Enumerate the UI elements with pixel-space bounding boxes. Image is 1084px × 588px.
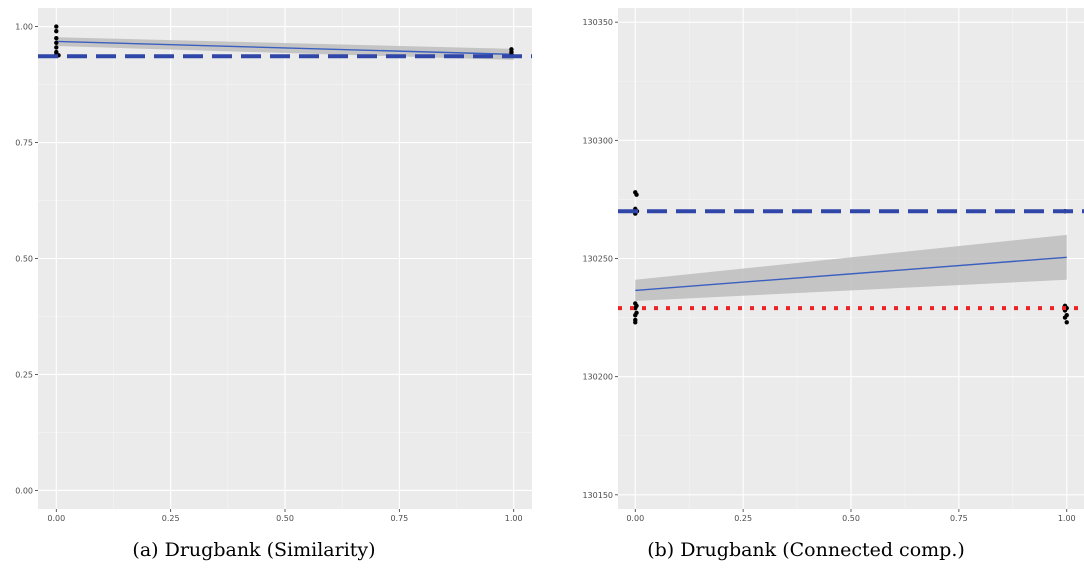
x-tick-label: 0.00: [47, 514, 65, 523]
x-tick-label: 0.50: [276, 514, 294, 523]
y-tick-label: 0.00: [15, 486, 33, 495]
data-point: [633, 320, 638, 325]
x-tick-label: 1.00: [505, 514, 523, 523]
data-point: [633, 313, 638, 318]
confidence-band: [635, 234, 1067, 302]
y-tick-label: 130150: [582, 491, 613, 500]
data-point: [54, 35, 59, 41]
fit-line: [56, 40, 514, 56]
y-tick-label: 1.00: [15, 23, 33, 32]
y-tick-label: 0.50: [15, 255, 33, 264]
chart-panel-similarity: 0.00 0.25 0.50 0.75 1.00 0.00 0.25 0.50 0.75 1.00: [15, 8, 532, 523]
y-tick-label: 0.75: [15, 139, 33, 148]
y-tick-label: 130350: [582, 18, 613, 27]
data-point: [54, 40, 59, 45]
data-point: [1064, 320, 1069, 325]
x-tick-label: 0.75: [950, 514, 968, 523]
y-tick-label: 130250: [582, 255, 613, 264]
x-tick-label: 0.75: [390, 514, 408, 523]
data-point: [54, 28, 59, 34]
data-point: [1062, 315, 1068, 320]
x-tick-label: 1.00: [1058, 514, 1076, 523]
y-tick-label: 130300: [582, 136, 613, 145]
y-tick-label: 130200: [582, 373, 613, 382]
data-point: [54, 45, 59, 50]
x-tick-label: 0.50: [842, 514, 860, 523]
y-tick-label: 0.25: [15, 370, 33, 379]
x-tick-label: 0.25: [162, 514, 180, 523]
chart-panel-connected-components: 0.00 0.25 0.50 0.75 1.00 130150 130200 130250 13…: [582, 8, 1084, 523]
data-point: [634, 192, 639, 197]
x-tick-label: 0.25: [734, 514, 752, 523]
fit-line: [635, 256, 1067, 292]
caption-a: (a) Drugbank (Similarity): [132, 539, 375, 561]
data-point: [54, 24, 59, 29]
x-tick-label: 0.00: [626, 514, 644, 523]
caption-b: (b) Drugbank (Connected comp.): [647, 539, 965, 561]
data-point: [633, 305, 638, 311]
